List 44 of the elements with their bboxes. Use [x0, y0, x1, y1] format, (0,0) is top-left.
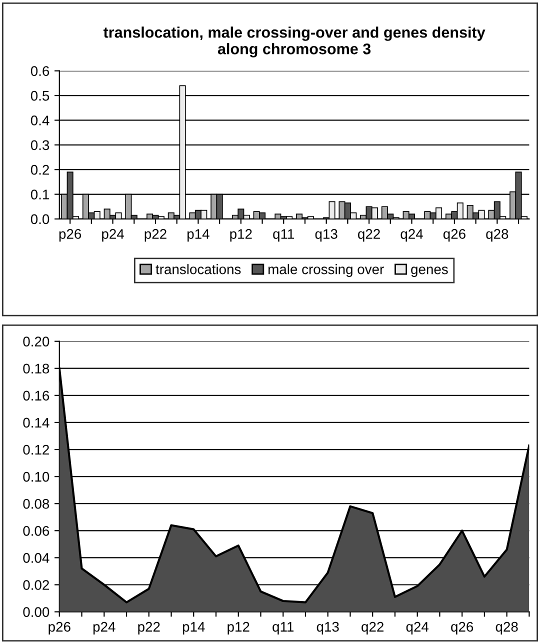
y-tick-label: 0.18	[23, 364, 50, 374]
x-tick-label: q28	[496, 622, 518, 634]
y-tick-label: 0.06	[23, 526, 50, 536]
x-tick-label: q13	[316, 622, 339, 634]
y-tick-label: 0.6	[30, 66, 50, 76]
y-tick-label: 0.4	[30, 116, 50, 126]
x-tick-label: p24	[93, 622, 116, 634]
chart-title: translocation, male crossing-over and genes density along chromosome 3	[103, 26, 486, 58]
y-tick-label: 0.5	[30, 90, 50, 101]
x-tick-label: q13	[315, 229, 338, 242]
x-tick-label: q26	[451, 622, 474, 634]
x-tick-label: p12	[228, 622, 250, 634]
y-tick-label: 0.02	[23, 580, 49, 590]
y-tick-label: 0.3	[30, 140, 50, 150]
y-tick-label: 0.1	[30, 190, 49, 200]
x-tick-label: q22	[358, 229, 380, 242]
x-tick-label: q28	[486, 229, 508, 242]
y-tick-label: 0.16	[23, 390, 50, 401]
y-tick-label: 0.0	[30, 214, 50, 224]
x-tick-label: q11	[272, 622, 294, 634]
x-tick-label: q24	[400, 229, 423, 242]
legend-label: genes	[411, 266, 448, 277]
legend-label: male crossing over	[268, 264, 384, 277]
x-tick-label: p24	[102, 229, 124, 242]
y-tick-label: 0.10	[23, 472, 50, 482]
y-tick-label: 0.20	[23, 336, 50, 346]
x-tick-label: p26	[48, 622, 70, 634]
x-tick-label: p14	[182, 622, 205, 634]
x-tick-label: p22	[144, 229, 166, 242]
y-tick-label: 0.04	[23, 553, 50, 563]
y-tick-label: 0.14	[23, 418, 50, 428]
y-tick-label: 0.12	[23, 444, 49, 455]
x-tick-label: q22	[362, 622, 384, 634]
x-tick-label: p26	[59, 229, 82, 242]
x-tick-label: q11	[273, 229, 294, 242]
legend-label: translocations	[156, 264, 241, 274]
x-tick-label: p22	[138, 622, 160, 634]
y-tick-label: 0.08	[23, 498, 50, 509]
x-tick-label: q24	[406, 622, 429, 634]
y-tick-label: 0.00	[23, 607, 50, 617]
x-tick-label: p12	[230, 229, 252, 242]
x-tick-label: p14	[188, 229, 210, 242]
x-tick-label: q26	[443, 229, 466, 242]
y-tick-label: 0.2	[30, 164, 49, 175]
